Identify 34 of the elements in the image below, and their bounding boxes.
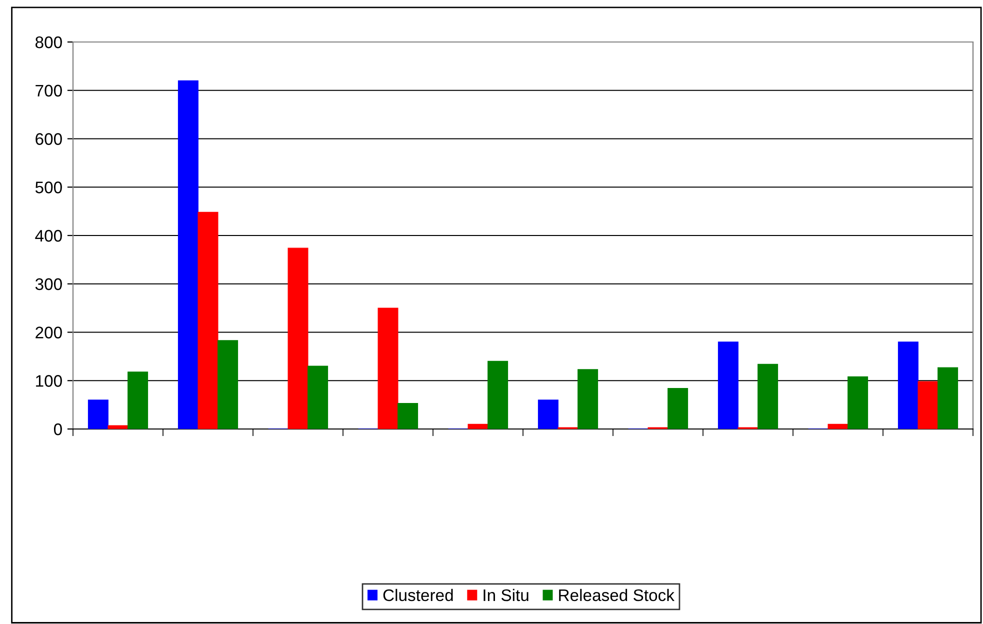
y-tick-label: 400 — [35, 230, 62, 242]
bar — [488, 360, 508, 429]
bar — [178, 80, 198, 429]
bar — [88, 400, 108, 429]
y-tick-label: 500 — [35, 182, 62, 194]
bar — [108, 425, 128, 429]
bar — [898, 342, 918, 429]
bar — [918, 381, 938, 429]
y-tick-label: 200 — [36, 326, 62, 338]
legend-label: In Situ — [484, 588, 528, 602]
bar — [538, 400, 558, 429]
bar — [218, 340, 238, 429]
bar — [668, 388, 688, 429]
bar — [938, 367, 958, 429]
legend-label: Clustered — [383, 588, 453, 602]
bar — [848, 376, 868, 429]
bar — [758, 364, 778, 429]
bar — [288, 248, 308, 429]
bar — [378, 308, 398, 429]
bar — [828, 424, 848, 429]
y-tick-label: 0 — [54, 423, 62, 436]
bar — [398, 403, 418, 429]
y-tick-label: 100 — [36, 375, 62, 387]
y-tick-label: 700 — [36, 84, 62, 97]
y-tick-label: 600 — [36, 133, 62, 145]
legend-label: Released Stock — [559, 588, 674, 602]
bar — [468, 424, 488, 429]
y-tick-label: 800 — [36, 36, 62, 48]
bar — [308, 366, 328, 429]
bar — [718, 342, 738, 429]
y-tick-label: 300 — [35, 278, 62, 290]
bar — [128, 372, 148, 429]
bar — [578, 369, 598, 429]
bar — [198, 212, 218, 429]
